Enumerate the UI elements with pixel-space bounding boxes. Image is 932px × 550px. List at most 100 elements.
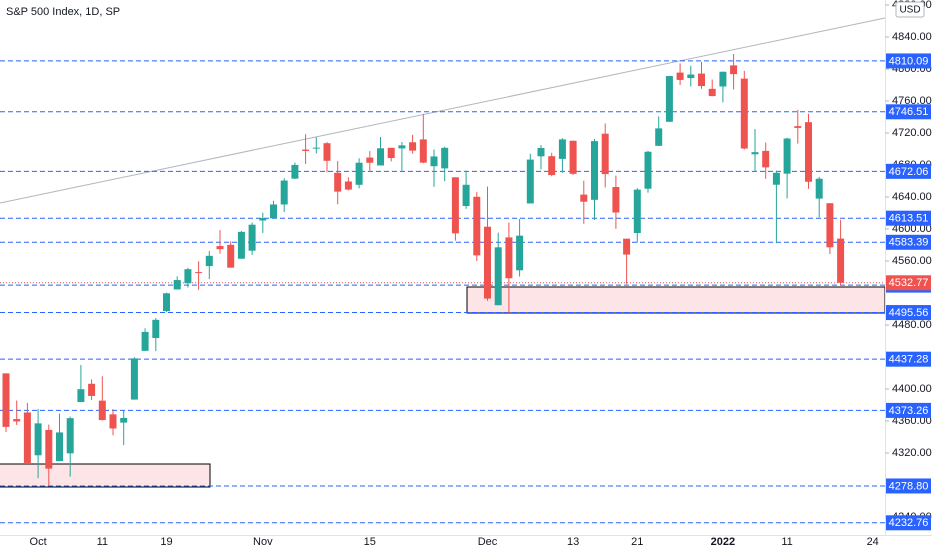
y-tick-label: 4640.00 [892, 191, 932, 203]
candle-body [419, 139, 427, 163]
candle-body [409, 142, 417, 151]
candle-body [494, 247, 502, 306]
level-label: 4613.51 [889, 213, 929, 225]
candle-body [259, 218, 267, 221]
candle-body [837, 238, 845, 283]
level-label: 4810.09 [889, 55, 929, 67]
candle-body [633, 189, 641, 234]
candle-body [462, 184, 470, 206]
x-tick-label: Oct [30, 536, 47, 548]
currency-box[interactable] [895, 1, 925, 18]
candle-body [184, 269, 192, 284]
candle-body [248, 224, 256, 251]
level-label: 4278.80 [889, 480, 929, 492]
chart-title: S&P 500 Index, 1D, SP [6, 6, 120, 18]
candle-body [591, 141, 598, 200]
level-label: 4672.06 [889, 166, 929, 178]
x-tick-label: 11 [781, 536, 792, 548]
candle-body [805, 122, 812, 182]
candle-body [516, 235, 524, 271]
candle-body [644, 151, 652, 189]
candle-body [623, 238, 631, 255]
candle-body [377, 148, 384, 166]
candle-body [130, 358, 138, 400]
candle-body [237, 231, 245, 259]
zone [466, 286, 886, 314]
x-tick-label: 15 [364, 536, 376, 548]
candle-body [826, 203, 834, 248]
y-axis: 4240.004320.004360.004400.004480.004560.… [885, 0, 932, 523]
x-tick-label: 11 [97, 536, 108, 548]
candle-body [23, 412, 31, 463]
candle-body [344, 181, 352, 190]
level-tag [886, 210, 931, 226]
x-tick-label: 2022 [711, 536, 735, 548]
level-tag [886, 275, 931, 291]
level-label: 4583.39 [889, 237, 929, 249]
candle-body [687, 74, 695, 79]
candle-body [2, 373, 10, 427]
y-tick-label: 4480.00 [892, 319, 932, 331]
level-tag [886, 234, 931, 250]
candle-body [280, 180, 288, 205]
candle-body [569, 140, 577, 174]
x-tick-label: Nov [253, 536, 273, 548]
candle-body [484, 226, 491, 299]
y-tick-label: 4360.00 [892, 415, 932, 427]
candle-body [751, 152, 759, 155]
candle-body [334, 172, 342, 192]
level-tag [886, 478, 931, 494]
levels [0, 60, 885, 524]
candle-body [772, 172, 780, 185]
candle-body [740, 78, 748, 149]
candle-body [45, 429, 53, 469]
candle-body [163, 293, 170, 312]
candle-body [548, 156, 556, 176]
x-tick-label: 24 [867, 536, 879, 548]
level-tags: 4810.094746.514672.064613.514583.394529.… [886, 53, 931, 531]
level-tag [886, 305, 931, 321]
candle-body [612, 187, 620, 213]
y-tick-label: 4560.00 [892, 255, 932, 267]
candle-body [783, 138, 791, 174]
candle-body [88, 383, 96, 396]
currency[interactable]: USD [899, 5, 920, 16]
y-tick-label: 4760.00 [892, 95, 932, 107]
candle-body [537, 148, 545, 157]
candle-body [387, 147, 395, 159]
level-tag [886, 515, 931, 531]
candle-body [430, 156, 438, 167]
candle-body [98, 400, 106, 421]
candle-body [109, 414, 117, 429]
candles [2, 54, 845, 486]
candle-body [120, 417, 128, 423]
level-label: 4373.26 [889, 405, 929, 417]
candle-body [580, 194, 588, 202]
x-tick-label: 13 [567, 536, 579, 548]
trend-line [0, 17, 886, 204]
candle-body [815, 178, 823, 199]
candle-body [698, 73, 705, 87]
candle-body [655, 128, 663, 146]
candle-body [719, 71, 727, 87]
level-tag [886, 53, 931, 69]
candle-body [441, 147, 449, 169]
candle-body [34, 423, 42, 456]
candle-body [730, 65, 738, 75]
candle-body [398, 145, 406, 149]
level-tag [886, 351, 931, 367]
candle-body [56, 432, 63, 462]
candle-body [152, 319, 160, 339]
candle-body [173, 280, 181, 290]
x-tick-label: Dec [478, 536, 498, 548]
candle-body [302, 149, 310, 151]
y-tick-label: 4600.00 [892, 223, 932, 235]
candle-body [505, 237, 513, 279]
level-tag [886, 104, 931, 120]
candle-body [676, 72, 684, 80]
candle-body [323, 143, 331, 161]
candle-body [312, 147, 320, 149]
y-tick-label: 4320.00 [892, 447, 932, 459]
candle-body [558, 139, 566, 159]
